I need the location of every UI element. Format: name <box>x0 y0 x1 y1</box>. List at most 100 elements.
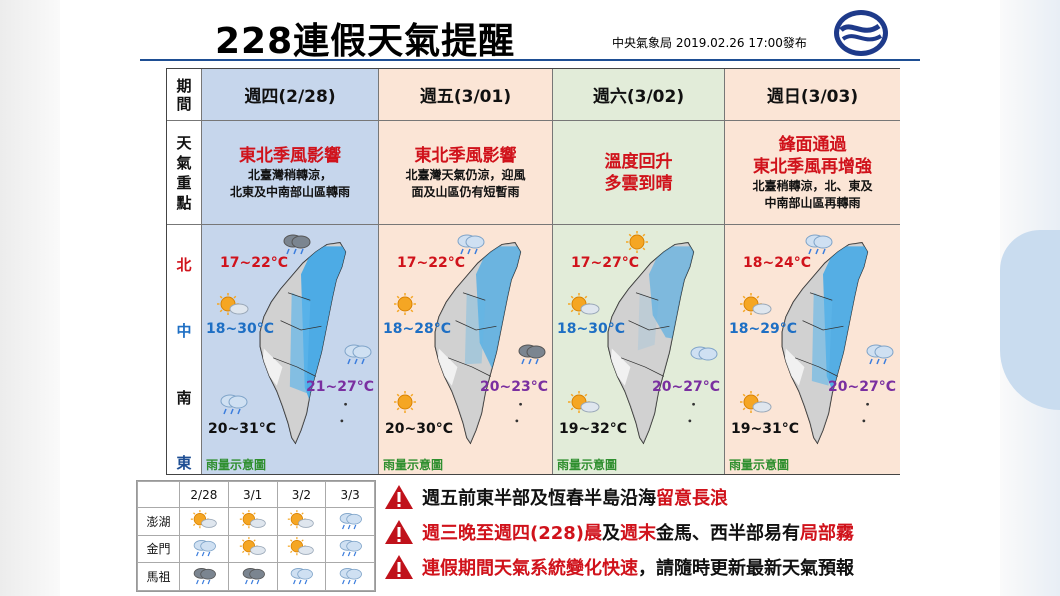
right-blurred-margin <box>1000 0 1060 596</box>
warning-item: 週五前東半部及恆春半島沿海 留意長浪 <box>384 483 728 511</box>
weather-focus-cell: 溫度回升 多雲到晴 <box>553 121 724 225</box>
warning-triangle-icon <box>385 485 413 509</box>
weather-detail: 面及山區仍有短暫雨 <box>411 184 520 199</box>
day-column: 週日(3/03) 鋒面通過 東北季風再增強 北臺稍轉涼，北、東及 中南部山區再轉雨 18~… <box>724 69 900 474</box>
focus-label-char: 點 <box>176 193 192 212</box>
weather-headline: 鋒面通過 <box>778 134 847 155</box>
central-temperature: 18~29°C <box>729 321 797 337</box>
dark-cloud-rain-icon <box>193 568 216 585</box>
dark-cloud-rain-icon <box>242 568 265 585</box>
warning-text-segment: 及 <box>602 523 621 544</box>
weather-focus-cell: 東北季風影響 北臺灣稍轉涼， 北東及中南部山區轉雨 <box>202 121 378 225</box>
central-temperature: 18~30°C <box>206 321 274 337</box>
weather-headline: 東北季風再增強 <box>753 156 872 177</box>
forecast-grid: 期 間 天 氣 重 點 北 中 南 東 週四(2/28) 東北季風影響 北臺灣稍轉涼… <box>166 68 900 475</box>
sun-cloud-icon <box>288 537 315 556</box>
corner-cell <box>136 481 181 508</box>
cloud-rain-icon <box>193 540 216 557</box>
cloud-icon <box>690 346 718 361</box>
north-label: 北 <box>176 256 192 274</box>
island-date-header: 3/1 <box>227 481 278 508</box>
warning-text-segment: 金馬、西半部易有 <box>656 523 801 544</box>
focus-label-char: 氣 <box>176 153 192 172</box>
weather-headline: 多雲到晴 <box>604 173 673 194</box>
sun-cloud-icon <box>288 509 315 529</box>
rain-map-cell: 18~24°C 18~29°C 20~27°C 19~31°C 雨量示意圖 <box>725 225 900 476</box>
warning-text-segment: 留意長浪 <box>656 488 728 509</box>
cwb-logo-icon <box>834 10 888 56</box>
period-label: 期 間 <box>167 69 201 121</box>
taiwan-rain-map <box>259 242 347 445</box>
island-forecast-cell <box>276 562 327 591</box>
sun-cloud-icon <box>239 509 266 529</box>
sun-icon <box>626 231 648 253</box>
issuer-timestamp: 中央氣象局 2019.02.26 17:00發布 <box>612 36 807 50</box>
weather-headline: 東北季風影響 <box>239 145 341 166</box>
central-temperature: 18~28°C <box>383 321 451 337</box>
sun-cloud-icon <box>568 293 600 315</box>
taiwan-rain-map <box>434 242 522 445</box>
warning-item: 週三晚至週四(228)晨及週末 金馬、西半部易有 局部霧 <box>384 518 854 546</box>
south-temperature: 20~31°C <box>208 421 276 437</box>
warning-item: 連假期間天氣系統變化快速 ，請隨時更新最新天氣預報 <box>384 553 854 581</box>
island-forecast-cell <box>325 507 375 536</box>
rain-map-cell: 17~22°C 18~30°C 21~27°C 20~31°C 雨量示意圖 <box>202 225 378 476</box>
rain-map-label: 雨量示意圖 <box>383 458 444 472</box>
north-temperature: 17~22°C <box>220 255 288 271</box>
day-date-header: 週六(3/02) <box>553 69 724 121</box>
day-column: 週五(3/01) 東北季風影響 北臺灣天氣仍涼，迎風 面及山區仍有短暫雨 17~22°C… <box>378 69 552 474</box>
south-temperature: 20~30°C <box>385 421 453 437</box>
outlying-islands-table: 2/28 3/1 3/2 3/3 澎湖 金門 馬祖 <box>136 480 376 592</box>
warning-text-segment: 連假期間天氣系統變化快速 <box>422 558 638 579</box>
island-forecast-cell <box>227 507 278 536</box>
island-name: 馬祖 <box>136 562 181 591</box>
weather-detail: 北東及中南部山區轉雨 <box>229 184 350 199</box>
weather-detail: 中南部山區再轉雨 <box>764 195 861 210</box>
focus-label-char: 天 <box>176 133 192 152</box>
north-temperature: 18~24°C <box>743 255 811 271</box>
central-label: 中 <box>176 322 192 340</box>
island-date-header: 3/2 <box>276 481 327 508</box>
day-column: 週四(2/28) 東北季風影響 北臺灣稍轉涼， 北東及中南部山區轉雨 17~22°C 18… <box>201 69 378 474</box>
island-forecast-cell <box>227 562 278 591</box>
island-row: 馬祖 <box>136 562 375 591</box>
day-date-header: 週日(3/03) <box>725 69 900 121</box>
weather-detail: 北臺灣稍轉涼， <box>247 167 332 182</box>
sun-cloud-icon <box>740 293 772 315</box>
cloud-rain-icon <box>339 512 363 530</box>
island-forecast-cell <box>179 507 229 536</box>
central-temperature: 18~30°C <box>557 321 625 337</box>
island-forecast-cell <box>325 562 375 591</box>
cloud-rain-icon <box>339 540 363 557</box>
rain-map-cell: 17~27°C 18~30°C 20~27°C 19~32°C 雨量示意圖 <box>553 225 724 476</box>
cloud-rain-icon <box>291 568 314 585</box>
dark-cloud-rain-icon <box>518 344 546 365</box>
warning-text-segment: 局部霧 <box>800 523 855 544</box>
island-row: 澎湖 <box>136 507 375 536</box>
focus-label-char: 重 <box>176 173 192 192</box>
taiwan-rain-map <box>607 242 695 445</box>
east-temperature: 20~27°C <box>828 379 896 395</box>
rain-map-label: 雨量示意圖 <box>206 458 267 472</box>
row-label-column: 期 間 天 氣 重 點 北 中 南 東 <box>167 69 201 474</box>
warning-triangle-icon <box>385 520 413 544</box>
weather-detail: 北臺稍轉涼，北、東及 <box>752 178 873 193</box>
island-forecast-cell <box>325 534 375 564</box>
rain-map-label: 雨量示意圖 <box>729 458 790 472</box>
day-date-header: 週四(2/28) <box>202 69 378 121</box>
sun-icon <box>394 293 416 315</box>
weather-focus-cell: 東北季風影響 北臺灣天氣仍涼，迎風 面及山區仍有短暫雨 <box>379 121 552 225</box>
north-temperature: 17~22°C <box>397 255 465 271</box>
island-forecast-cell <box>276 507 327 536</box>
sun-icon <box>394 391 416 413</box>
rain-map-cell: 17~22°C 18~28°C 20~23°C 20~30°C 雨量示意圖 <box>379 225 552 476</box>
day-date-header: 週五(3/01) <box>379 69 552 121</box>
weather-headline: 東北季風影響 <box>414 145 517 166</box>
warning-text-segment: ，請隨時更新最新天氣預報 <box>638 558 854 579</box>
east-temperature: 21~27°C <box>306 379 374 395</box>
east-label: 東 <box>176 454 192 472</box>
south-label: 南 <box>176 389 192 407</box>
island-date-header: 3/3 <box>325 481 375 508</box>
page-title: 228連假天氣提醒 <box>215 21 516 62</box>
